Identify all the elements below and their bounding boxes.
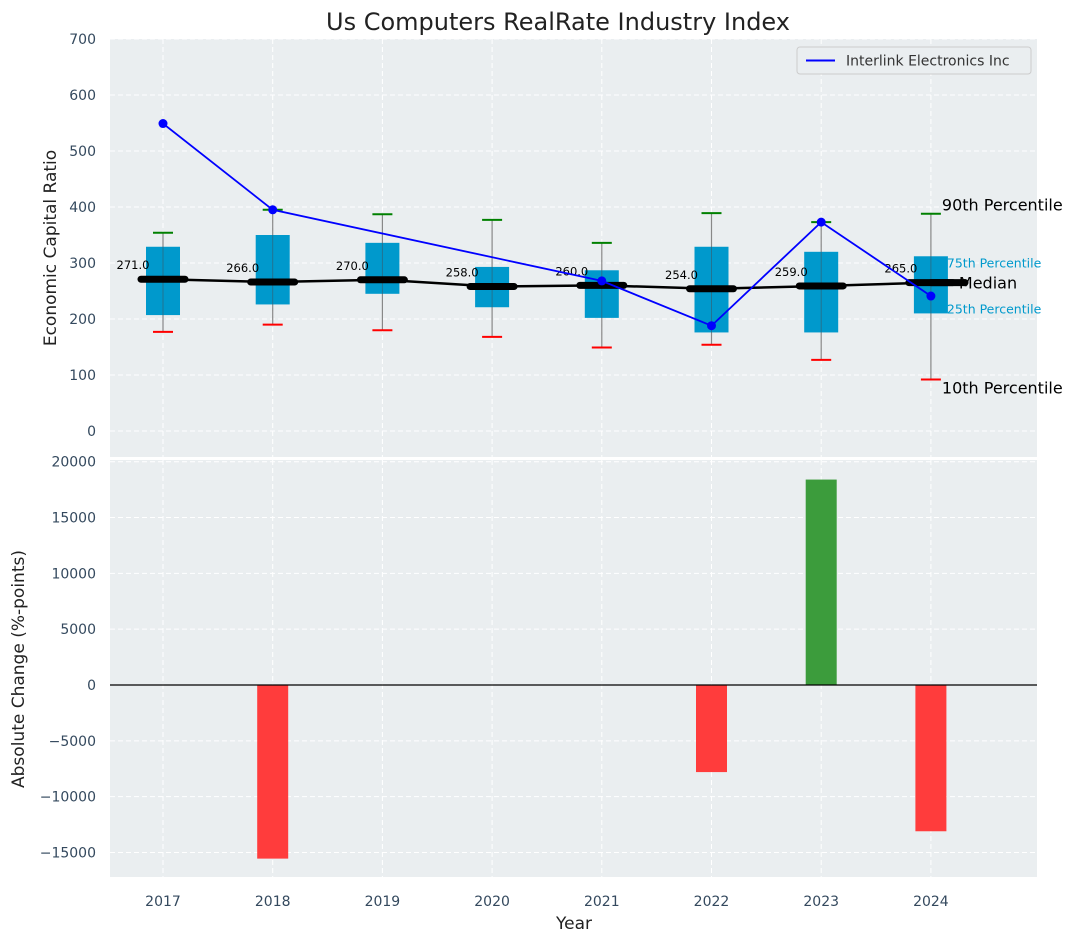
y-tick-label: −10000 bbox=[40, 790, 96, 806]
y-tick-label: 100 bbox=[69, 368, 96, 384]
median-value-label: 259.0 bbox=[775, 265, 808, 279]
y-tick-label: 300 bbox=[69, 256, 96, 272]
y-tick-label: 400 bbox=[69, 200, 96, 216]
x-tick-label: 2024 bbox=[913, 894, 949, 910]
median-value-label: 266.0 bbox=[226, 261, 259, 275]
y-tick-label: 500 bbox=[69, 144, 96, 160]
y-tick-label: 15000 bbox=[51, 511, 96, 527]
p10-annotation: 10th Percentile bbox=[942, 378, 1063, 397]
y-tick-label: 700 bbox=[69, 32, 96, 48]
y-tick-label: −5000 bbox=[49, 734, 96, 750]
company-series-line bbox=[162, 122, 932, 327]
bottom-plot-background bbox=[110, 460, 1037, 877]
median-value-label: 258.0 bbox=[446, 266, 479, 280]
x-tick-label: 2021 bbox=[584, 894, 620, 910]
company-data-point bbox=[268, 205, 278, 215]
y-tick-label: 0 bbox=[87, 424, 96, 440]
y-tick-label: 0 bbox=[87, 678, 96, 694]
x-tick-label: 2022 bbox=[694, 894, 730, 910]
y-tick-label: 200 bbox=[69, 312, 96, 328]
median-annotation: Median bbox=[959, 274, 1017, 293]
bar-positive bbox=[805, 479, 837, 685]
bar-negative bbox=[257, 685, 289, 859]
median-value-label: 260.0 bbox=[555, 264, 588, 278]
bottom-panel: −15000 −10000 −5000 0 5000 10000 15000 20000 201… bbox=[40, 455, 1037, 910]
p25-annotation: 25th Percentile bbox=[947, 301, 1042, 316]
median-value-label: 254.0 bbox=[665, 268, 698, 282]
legend-box bbox=[796, 46, 1032, 75]
bottom-y-axis-label: Absolute Change (%-points) bbox=[9, 550, 29, 788]
y-tick-label: −15000 bbox=[40, 845, 96, 861]
legend-entry-label: Interlink Electronics Inc bbox=[846, 54, 1010, 70]
x-tick-label: 2019 bbox=[365, 894, 401, 910]
x-tick-label: 2017 bbox=[145, 894, 181, 910]
company-data-point bbox=[707, 321, 716, 331]
y-tick-label: 10000 bbox=[51, 566, 96, 582]
y-tick-label: 600 bbox=[69, 88, 96, 104]
p75-annotation: 75th Percentile bbox=[947, 255, 1042, 270]
bar-negative bbox=[696, 685, 727, 773]
p90-annotation: 90th Percentile bbox=[942, 196, 1063, 215]
company-data-point bbox=[597, 276, 607, 286]
y-tick-label: 5000 bbox=[60, 622, 96, 638]
company-data-point bbox=[816, 217, 826, 227]
company-data-point bbox=[926, 291, 936, 301]
x-axis-label: Year bbox=[555, 914, 592, 934]
median-value-label: 270.0 bbox=[336, 259, 369, 273]
top-panel: 0 100 200 300 400 500 600 700 271.0 266.0 270.0 258… bbox=[69, 32, 1063, 457]
x-tick-label: 2018 bbox=[255, 894, 291, 910]
legend: Interlink Electronics Inc bbox=[796, 46, 1032, 75]
median-value-label: 271.0 bbox=[117, 258, 150, 272]
x-tick-label: 2023 bbox=[803, 894, 839, 910]
median-value-label: 265.0 bbox=[884, 262, 917, 276]
top-plot-background bbox=[110, 39, 1037, 457]
company-data-point bbox=[158, 119, 168, 129]
chart-title: Us Computers RealRate Industry Index bbox=[326, 8, 790, 36]
top-y-axis-label: Economic Capital Ratio bbox=[41, 150, 61, 346]
bar-negative bbox=[915, 685, 947, 832]
y-tick-label: 20000 bbox=[51, 455, 96, 471]
x-tick-label: 2020 bbox=[474, 894, 510, 910]
